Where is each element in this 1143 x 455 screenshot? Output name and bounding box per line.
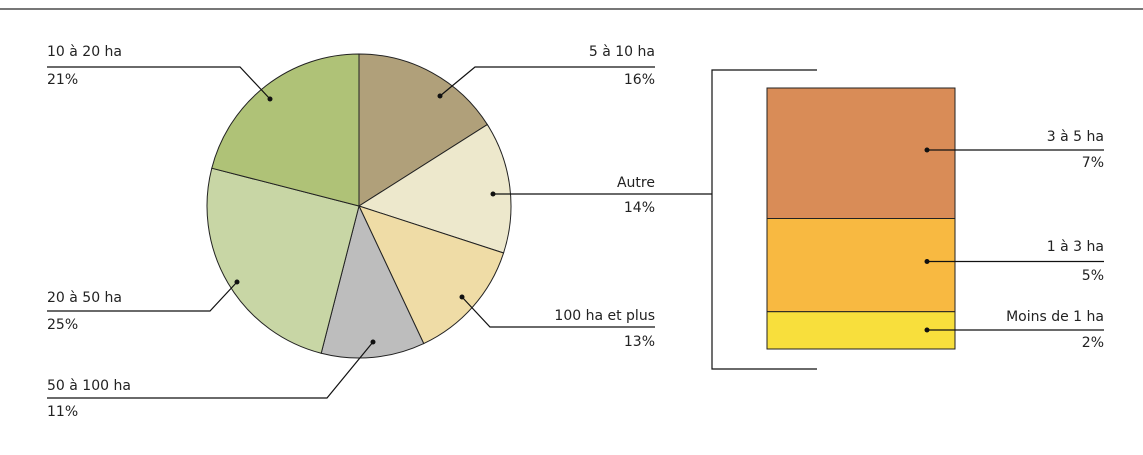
slice-label: 50 à 100 ha bbox=[47, 378, 131, 394]
leader-dot bbox=[437, 93, 443, 99]
leader-line bbox=[439, 66, 655, 97]
leader-dot bbox=[459, 294, 465, 300]
leader-line bbox=[47, 66, 271, 100]
slice-value-label: 16% bbox=[624, 72, 655, 88]
pie-slice bbox=[357, 123, 512, 254]
breakdown-bar bbox=[766, 218, 956, 313]
slice-value-label: 21% bbox=[47, 72, 78, 88]
leader-line bbox=[47, 341, 374, 399]
slice-label: Autre bbox=[617, 175, 655, 191]
leader-dot bbox=[490, 191, 496, 197]
leader-line bbox=[461, 296, 655, 328]
pie-slice bbox=[358, 53, 489, 207]
leader-dot bbox=[370, 339, 376, 345]
slice-label: 10 à 20 ha bbox=[47, 44, 122, 60]
slice-label: 5 à 10 ha bbox=[589, 44, 655, 60]
pie-slice bbox=[211, 53, 360, 207]
leader-dot bbox=[267, 96, 273, 102]
slice-label: 100 ha et plus bbox=[554, 308, 655, 324]
breakdown-value-label: 2% bbox=[1082, 335, 1104, 351]
breakdown-label: 1 à 3 ha bbox=[1047, 239, 1104, 255]
leader-dot bbox=[924, 259, 930, 264]
breakdown-value-label: 5% bbox=[1082, 268, 1104, 284]
breakdown-bar bbox=[766, 87, 956, 219]
slice-value-label: 25% bbox=[47, 317, 78, 333]
pie-slice bbox=[206, 167, 360, 354]
pie-slice bbox=[358, 205, 505, 345]
slice-value-label: 13% bbox=[624, 334, 655, 350]
slice-value-label: 11% bbox=[47, 404, 78, 420]
breakdown-label: Moins de 1 ha bbox=[1006, 309, 1104, 325]
breakdown-label: 3 à 5 ha bbox=[1047, 129, 1104, 145]
slice-label: 20 à 50 ha bbox=[47, 290, 122, 306]
leader-dot bbox=[924, 147, 930, 153]
pie-slice bbox=[320, 204, 425, 359]
leader-line bbox=[47, 281, 238, 312]
leader-dot bbox=[924, 327, 930, 333]
slice-value-label: 14% bbox=[624, 200, 655, 216]
leader-dot bbox=[234, 279, 240, 285]
breakdown-value-label: 7% bbox=[1082, 155, 1104, 171]
bracket bbox=[711, 69, 817, 370]
background bbox=[0, 0, 1143, 9]
